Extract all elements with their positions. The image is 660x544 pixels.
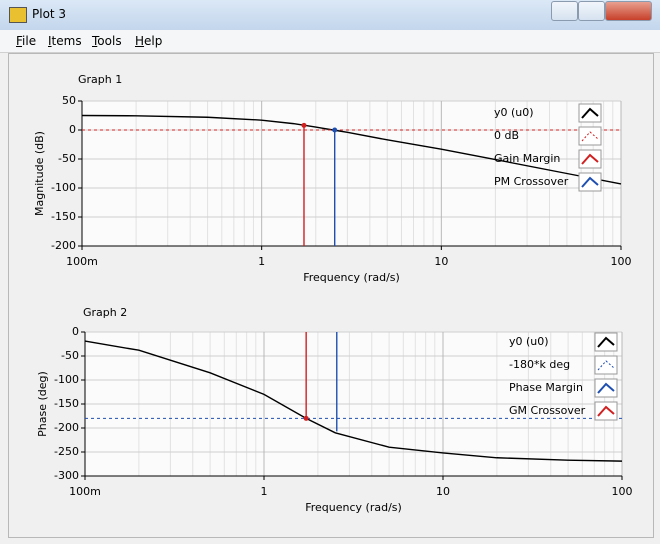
legend-sample — [597, 405, 615, 417]
y-tick-label: -100 — [54, 373, 79, 386]
legend-label: y0 (u0) — [494, 106, 534, 119]
x-axis-label: Frequency (rad/s) — [303, 271, 400, 284]
y-axis-label: Magnitude (dB) — [33, 131, 46, 216]
legend-swatch — [594, 378, 618, 398]
legend-label: y0 (u0) — [509, 335, 549, 348]
x-tick-label: 10 — [434, 255, 448, 268]
y-tick-label: -250 — [54, 445, 79, 458]
legend-sample — [581, 107, 599, 119]
legend-swatch — [594, 355, 618, 375]
legend-sample — [581, 153, 599, 165]
menu-item[interactable]: Help — [135, 34, 163, 48]
x-tick-label: 10 — [436, 485, 450, 498]
legend-label: Gain Margin — [494, 152, 560, 165]
y-tick-label: -50 — [61, 349, 79, 362]
menu-bar: File Items Tools Help — [0, 30, 660, 53]
y-tick-label: -50 — [58, 152, 76, 165]
y-tick-label: 0 — [72, 325, 79, 338]
legend-label: GM Crossover — [509, 404, 586, 417]
legend-swatch — [578, 103, 602, 123]
menu-item[interactable]: Tools — [92, 34, 122, 48]
y-tick-label: -150 — [54, 397, 79, 410]
series-line — [84, 340, 623, 462]
series-marker — [332, 127, 338, 133]
y-tick-label: 50 — [62, 94, 76, 107]
menu-item[interactable]: File — [16, 34, 37, 48]
x-tick-label: 100 — [612, 485, 633, 498]
x-tick-label: 1 — [261, 485, 268, 498]
x-axis-label: Frequency (rad/s) — [305, 501, 402, 514]
legend-swatch — [594, 332, 618, 352]
y-axis-label: Phase (deg) — [36, 371, 49, 437]
legend-swatch — [594, 401, 618, 421]
window-title: Plot 3 — [32, 7, 67, 21]
legend-swatch — [578, 172, 602, 192]
y-tick-label: -150 — [51, 210, 76, 223]
minimize-button[interactable] — [551, 1, 578, 21]
plot-area — [82, 101, 621, 246]
y-tick-label: -100 — [51, 181, 76, 194]
series-marker — [301, 122, 307, 128]
title-bar: Plot 3 — [0, 0, 660, 31]
x-tick-label: 100 — [611, 255, 632, 268]
x-tick-label: 1 — [258, 255, 265, 268]
legend-swatch — [578, 126, 602, 146]
y-tick-label: -200 — [54, 421, 79, 434]
legend-label: PM Crossover — [494, 175, 569, 188]
y-tick-label: -200 — [51, 239, 76, 252]
app-icon — [9, 7, 27, 23]
x-tick-label: 100m — [69, 485, 101, 498]
legend-sample — [581, 176, 599, 188]
x-tick-label: 100m — [66, 255, 98, 268]
legend-sample — [581, 131, 599, 142]
legend-label: Phase Margin — [509, 381, 583, 394]
series-marker — [303, 415, 309, 421]
graph-title: Graph 1 — [78, 73, 122, 86]
legend-sample — [597, 360, 615, 371]
legend-sample — [597, 382, 615, 394]
legend-label: -180*k deg — [509, 358, 570, 371]
legend-swatch — [578, 149, 602, 169]
legend-label: 0 dB — [494, 129, 519, 142]
maximize-button[interactable] — [578, 1, 605, 21]
close-button[interactable] — [605, 1, 652, 21]
y-tick-label: 0 — [69, 123, 76, 136]
graph-title: Graph 2 — [83, 306, 127, 319]
menu-item[interactable]: Items — [48, 34, 82, 48]
y-tick-label: -300 — [54, 469, 79, 482]
legend-sample — [597, 336, 615, 348]
